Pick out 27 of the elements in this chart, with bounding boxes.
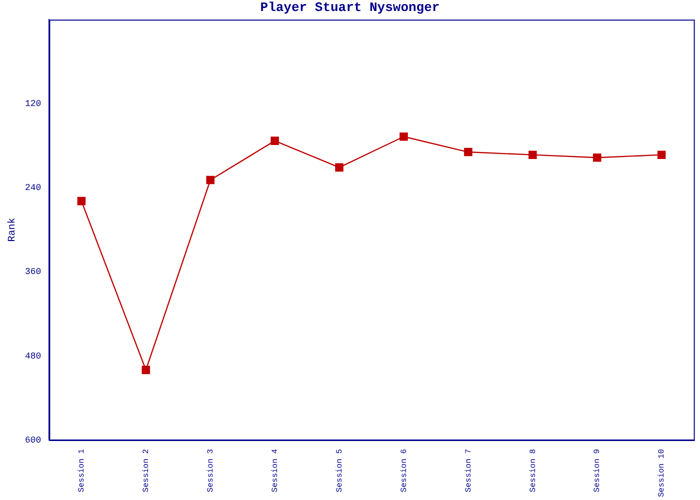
x-tick-label: Session 5 bbox=[335, 448, 344, 492]
point bbox=[77, 196, 86, 206]
x-tick-label: Session 10 bbox=[658, 448, 667, 498]
x-tick-label: Session 2 bbox=[142, 448, 152, 492]
y-tick-label: 480 bbox=[25, 351, 42, 362]
x-tick-label: Session 1 bbox=[78, 448, 87, 492]
x-tick-label: Session 3 bbox=[206, 448, 216, 492]
point bbox=[335, 163, 344, 172]
point bbox=[592, 153, 602, 162]
x-tick-label: Session 9 bbox=[593, 448, 602, 492]
point bbox=[270, 136, 279, 145]
y-tick-label: 120 bbox=[25, 99, 42, 110]
y-tick-label: 360 bbox=[25, 267, 42, 278]
point bbox=[206, 176, 214, 184]
x-tick-label: Session 8 bbox=[528, 448, 538, 492]
y-axis-title: Rank bbox=[6, 218, 19, 242]
x-tick-label: Session 4 bbox=[270, 448, 280, 492]
chart-title: Player Stuart Nyswonger bbox=[260, 0, 440, 16]
x-tick-label: Session 6 bbox=[400, 448, 409, 492]
point bbox=[657, 150, 666, 159]
point bbox=[528, 150, 537, 159]
point bbox=[464, 148, 472, 156]
point bbox=[142, 366, 150, 374]
point bbox=[400, 132, 408, 141]
x-tick-label: Session 7 bbox=[464, 448, 474, 492]
y-tick-label: 240 bbox=[25, 183, 42, 194]
y-tick-label: 600 bbox=[25, 435, 42, 446]
